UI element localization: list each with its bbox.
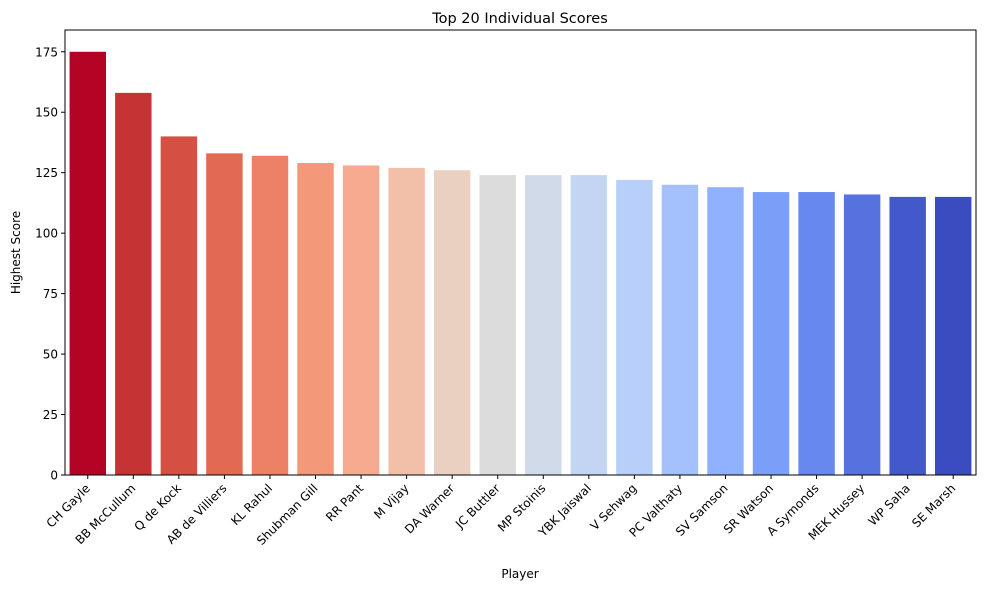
bar <box>616 179 653 475</box>
bars <box>69 51 972 476</box>
y-tick-label: 125 <box>35 166 58 180</box>
bar <box>342 165 380 475</box>
bar <box>115 92 152 475</box>
bar <box>160 136 198 475</box>
y-tick-label: 75 <box>43 287 58 301</box>
x-tick-label: DA Warner <box>402 481 457 536</box>
y-tick-label: 100 <box>35 227 58 241</box>
y-axis-label: Highest Score <box>9 211 23 294</box>
bar <box>798 192 835 476</box>
x-tick-label: SE Marsh <box>909 481 958 530</box>
x-tick-label: WP Saha <box>866 481 913 528</box>
bar <box>889 196 926 476</box>
y-tick-label: 50 <box>43 348 58 362</box>
x-tick-label: M Vijay <box>371 481 411 521</box>
x-tick-label: KL Rahul <box>228 481 275 528</box>
bar <box>843 194 881 475</box>
bar <box>707 187 744 475</box>
bar <box>206 153 243 475</box>
bar <box>525 175 562 476</box>
bar <box>479 175 516 476</box>
y-tick-label: 0 <box>50 469 58 483</box>
bar <box>297 163 334 475</box>
y-tick-label: 25 <box>43 408 58 422</box>
bar <box>935 196 972 476</box>
bar <box>69 51 106 476</box>
bar <box>433 170 471 475</box>
bar <box>251 155 289 475</box>
bar <box>570 175 608 476</box>
bar <box>752 192 790 476</box>
bar <box>388 167 425 475</box>
x-tick-label: RR Pant <box>323 481 366 524</box>
bar <box>661 184 699 475</box>
y-tick-label: 150 <box>35 106 58 120</box>
x-axis-label: Player <box>501 567 538 581</box>
plot-frame <box>64 29 977 476</box>
chart-title: Top 20 Individual Scores <box>431 11 608 27</box>
y-axis: 0 25 50 75 100 125 150 175 <box>35 45 65 483</box>
y-tick-label: 175 <box>35 45 58 59</box>
